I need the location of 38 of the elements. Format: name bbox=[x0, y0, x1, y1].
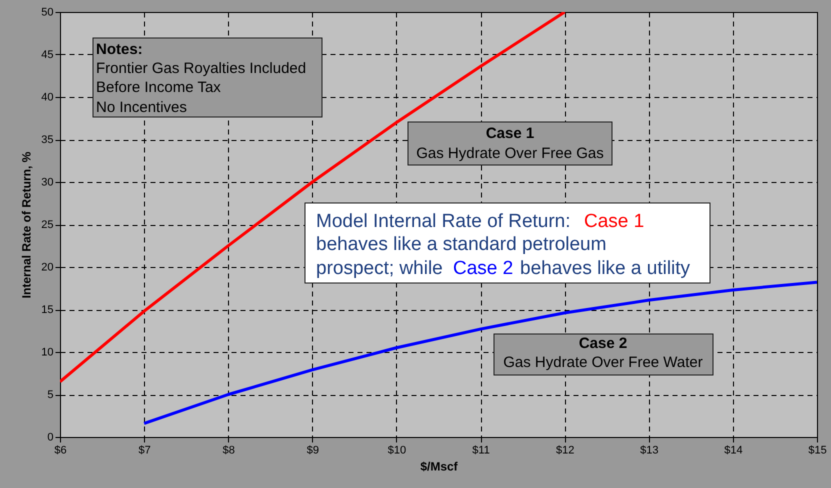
y-tick-label: 45 bbox=[41, 49, 54, 61]
annotation: Gas Hydrate Over Free Water bbox=[503, 354, 703, 371]
annotation: Before Income Tax bbox=[96, 79, 222, 96]
annotation: behaves like a standard petroleum bbox=[316, 234, 606, 255]
y-tick-label: 0 bbox=[47, 432, 54, 444]
annotation: Notes: bbox=[96, 41, 143, 58]
y-tick-label: 5 bbox=[47, 389, 54, 401]
x-tick-label: $11 bbox=[472, 444, 490, 456]
y-tick-label: 35 bbox=[41, 134, 54, 146]
x-tick-label: $10 bbox=[388, 444, 406, 456]
line-series bbox=[142, 280, 817, 425]
y-tick-label: 50 bbox=[41, 6, 54, 18]
annotation: Frontier Gas Royalties Included bbox=[96, 60, 306, 77]
annotation: Case 2 bbox=[453, 258, 514, 279]
annotation: Case 1 bbox=[486, 125, 534, 142]
x-axis-title: $/Mscf bbox=[420, 460, 459, 474]
x-tick-label: $6 bbox=[54, 444, 67, 456]
y-tick-label: 15 bbox=[41, 304, 54, 316]
annotation: Case 1 bbox=[584, 211, 644, 232]
x-tick-label: $14 bbox=[724, 444, 743, 456]
annotation: Case 2 bbox=[578, 335, 628, 352]
y-tick-label: 10 bbox=[41, 346, 54, 358]
annotation: prospect; while bbox=[316, 258, 443, 279]
y-tick-label: 25 bbox=[41, 219, 54, 231]
y-axis-title: Internal Rate of Return, % bbox=[19, 151, 34, 298]
annotation: Gas Hydrate Over Free Gas bbox=[416, 145, 604, 162]
x-tick-label: $12 bbox=[556, 444, 574, 456]
annotation: Model Internal Rate of Return: bbox=[316, 211, 571, 232]
x-tick-label: $15 bbox=[808, 444, 827, 456]
x-tick-label: $8 bbox=[222, 444, 235, 456]
y-tick-label: 40 bbox=[41, 92, 54, 104]
y-tick-label: 20 bbox=[41, 262, 54, 274]
y-tick-label: 30 bbox=[41, 176, 54, 188]
x-tick-label: $9 bbox=[306, 444, 319, 456]
annotation: No Incentives bbox=[96, 99, 187, 116]
x-tick-label: $7 bbox=[138, 444, 151, 456]
annotation: behaves like a utility bbox=[520, 258, 691, 279]
x-tick-label: $13 bbox=[640, 444, 658, 456]
